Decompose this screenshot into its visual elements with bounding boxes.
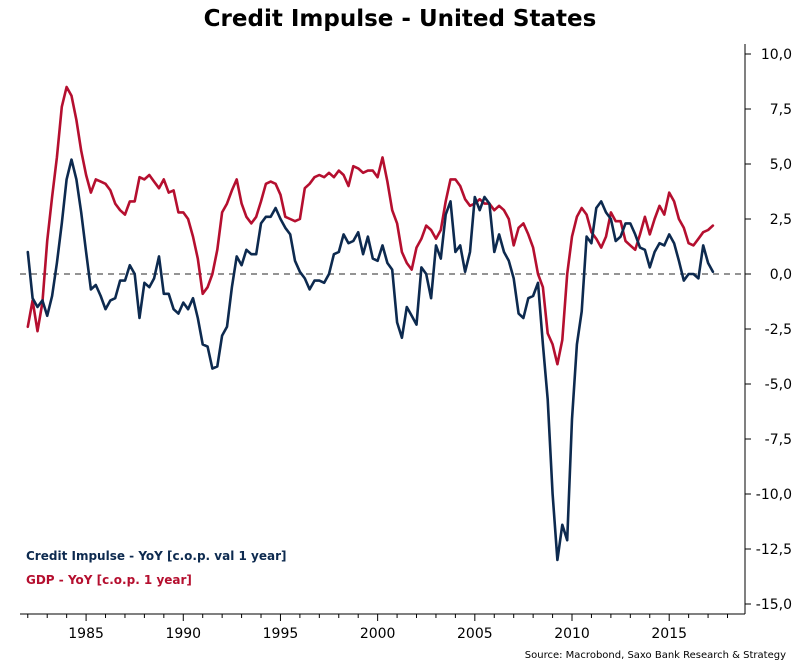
- x-tick-label: 1985: [68, 626, 104, 642]
- y-tick-label: -10,0: [756, 487, 792, 503]
- series-group: [26, 85, 715, 562]
- y-tick-label: 10,0: [761, 47, 792, 63]
- x-tick-label: 2010: [554, 626, 590, 642]
- y-tick-label: 7,5: [770, 102, 792, 118]
- plot-frame: [20, 44, 746, 615]
- legend-entry-credit-impulse: Credit Impulse - YoY [c.o.p. val 1 year]: [26, 549, 287, 563]
- chart-title: Credit Impulse - United States: [203, 6, 597, 32]
- legend: Credit Impulse - YoY [c.o.p. val 1 year]…: [26, 549, 287, 587]
- y-tick-label: 5,0: [770, 157, 792, 173]
- x-tick-label: 1995: [263, 626, 299, 642]
- y-tick-label: -2,5: [765, 322, 792, 338]
- series-line-credit-impulse: [26, 158, 715, 562]
- series-line-gdp: [26, 85, 715, 366]
- x-axis: 1985 1990 1995 2000 2005 2010 2015: [27, 614, 729, 642]
- y-axis: 10,0 7,5 5,0 2,5 0,0 -2,5 -5,0 -7,5 -10,0 -12,5 -1…: [745, 47, 792, 613]
- y-tick-label: -5,0: [765, 377, 792, 393]
- source-note: Source: Macrobond, Saxo Bank Research & …: [525, 650, 786, 661]
- x-tick-label: 2000: [360, 626, 396, 642]
- x-tick-label: 2005: [457, 626, 493, 642]
- legend-entry-gdp: GDP - YoY [c.o.p. 1 year]: [26, 573, 192, 587]
- y-tick-label: 2,5: [770, 212, 792, 228]
- y-tick-label: 0,0: [770, 267, 792, 283]
- x-tick-label: 2015: [651, 626, 687, 642]
- y-tick-label: -12,5: [756, 542, 792, 558]
- y-tick-label: -15,0: [756, 597, 792, 613]
- x-tick-label: 1990: [165, 626, 201, 642]
- y-tick-label: -7,5: [765, 432, 792, 448]
